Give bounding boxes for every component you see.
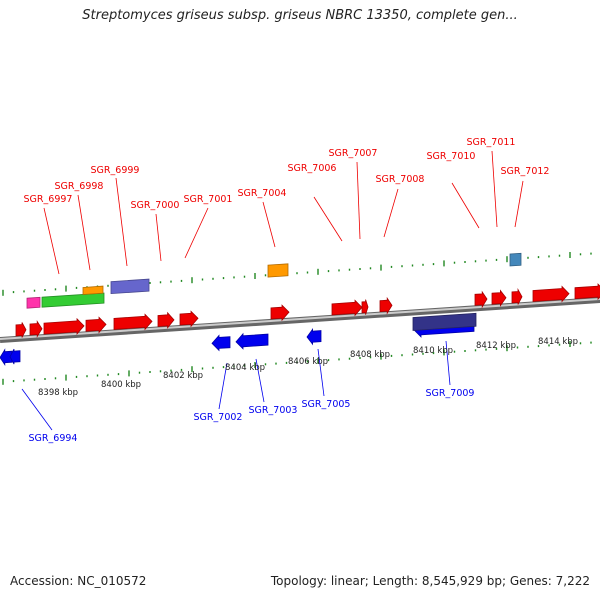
gene-label-forward[interactable]: SGR_7012 — [501, 166, 550, 177]
gene-label-reverse[interactable]: SGR_6994 — [29, 433, 78, 444]
gene-label-reverse[interactable]: SGR_7003 — [249, 405, 298, 416]
scale-label: 8406 kbp — [288, 357, 328, 367]
gene-callout-line — [43, 207, 60, 275]
forward-gene-arrow[interactable] — [113, 313, 153, 331]
reverse-gene-arrow[interactable] — [235, 332, 269, 350]
gene-callout-line — [356, 161, 361, 240]
gene-callout-line — [21, 388, 53, 431]
steel-feature[interactable] — [509, 252, 522, 267]
navy-feature[interactable] — [412, 312, 477, 331]
orange-feature[interactable] — [82, 285, 104, 295]
scale-label: 8412 kbp — [476, 341, 516, 351]
gene-callout-line — [514, 180, 524, 228]
gene-label-forward[interactable]: SGR_7011 — [467, 137, 516, 148]
forward-gene-arrow[interactable] — [331, 299, 363, 317]
green-feature[interactable] — [41, 292, 105, 308]
rna-feature[interactable] — [26, 296, 41, 309]
scale-label: 8410 kbp — [413, 346, 453, 356]
gene-callout-line — [445, 340, 451, 386]
forward-gene-arrow[interactable] — [379, 296, 393, 315]
gene-label-forward[interactable]: SGR_7004 — [238, 188, 287, 199]
gene-label-forward[interactable]: SGR_7008 — [376, 174, 425, 185]
forward-gene-arrow[interactable] — [574, 283, 600, 301]
genome-summary-text: Topology: linear; Length: 8,545,929 bp; … — [270, 574, 590, 588]
gene-label-forward[interactable]: SGR_7000 — [131, 200, 180, 211]
scale-label: 8404 kbp — [225, 363, 265, 373]
gene-label-forward[interactable]: SGR_7006 — [288, 163, 337, 174]
gene-callout-line — [262, 201, 276, 248]
gene-label-reverse[interactable]: SGR_7009 — [426, 388, 475, 399]
gene-callout-line — [77, 194, 91, 271]
scale-label: 8400 kbp — [101, 380, 141, 390]
scale-label: 8414 kbp — [538, 337, 578, 347]
gene-callouts: SGR_6997 SGR_6998 SGR_6999 SGR_7000 SGR_7001… — [21, 137, 550, 444]
gene-features — [0, 252, 600, 367]
gene-label-reverse[interactable]: SGR_7002 — [194, 412, 243, 423]
forward-gene-arrow[interactable] — [15, 322, 27, 338]
gene-callout-line — [184, 207, 209, 259]
forward-gene-arrow[interactable] — [29, 320, 43, 338]
scale-labels: 8398 kbp 8400 kbp 8402 kbp 8404 kbp 8406 kbp… — [38, 337, 578, 398]
purple-feature[interactable] — [110, 278, 150, 295]
forward-gene-arrow[interactable] — [532, 285, 570, 303]
reverse-gene-arrow[interactable] — [211, 334, 231, 352]
reverse-gene-arrow[interactable] — [9, 348, 21, 365]
gene-label-forward[interactable]: SGR_7007 — [329, 148, 378, 159]
orange-feature[interactable] — [267, 263, 289, 278]
backbone-highlight — [0, 298, 600, 340]
forward-gene-arrow[interactable] — [85, 316, 107, 334]
gene-label-forward[interactable]: SGR_6997 — [24, 194, 73, 205]
scale-label: 8402 kbp — [163, 371, 203, 381]
forward-gene-arrow[interactable] — [474, 290, 488, 309]
scale-label: 8398 kbp — [38, 388, 78, 398]
forward-gene-arrow[interactable] — [157, 311, 175, 329]
gene-callout-line — [115, 177, 128, 267]
gene-label-reverse[interactable]: SGR_7005 — [302, 399, 351, 410]
gene-callout-line — [317, 348, 325, 397]
gene-callout-line — [218, 362, 228, 410]
forward-gene-arrow[interactable] — [491, 289, 507, 307]
gene-label-forward[interactable]: SGR_6999 — [91, 165, 140, 176]
forward-gene-arrow[interactable] — [361, 299, 369, 315]
map-title: Streptomyces griseus subsp. griseus NBRC… — [82, 8, 518, 23]
scale-label: 8408 kbp — [350, 350, 390, 360]
forward-gene-arrow[interactable] — [179, 310, 199, 328]
gene-callout-line — [255, 358, 265, 403]
gene-callout-line — [155, 213, 162, 262]
forward-gene-arrow[interactable] — [270, 304, 290, 322]
gene-callout-line — [451, 182, 480, 229]
gene-label-forward[interactable]: SGR_7010 — [427, 151, 476, 162]
accession-text: Accession: NC_010572 — [10, 574, 147, 588]
gene-label-forward[interactable]: SGR_6998 — [55, 181, 104, 192]
reverse-gene-arrow[interactable] — [306, 327, 322, 346]
gene-callout-line — [491, 150, 498, 228]
forward-gene-arrow[interactable] — [511, 287, 523, 305]
gene-callout-line — [383, 188, 399, 238]
forward-gene-arrow[interactable] — [43, 317, 85, 335]
genome-backbone — [0, 297, 600, 343]
gene-callout-line — [313, 196, 343, 242]
gene-label-forward[interactable]: SGR_7001 — [184, 194, 233, 205]
